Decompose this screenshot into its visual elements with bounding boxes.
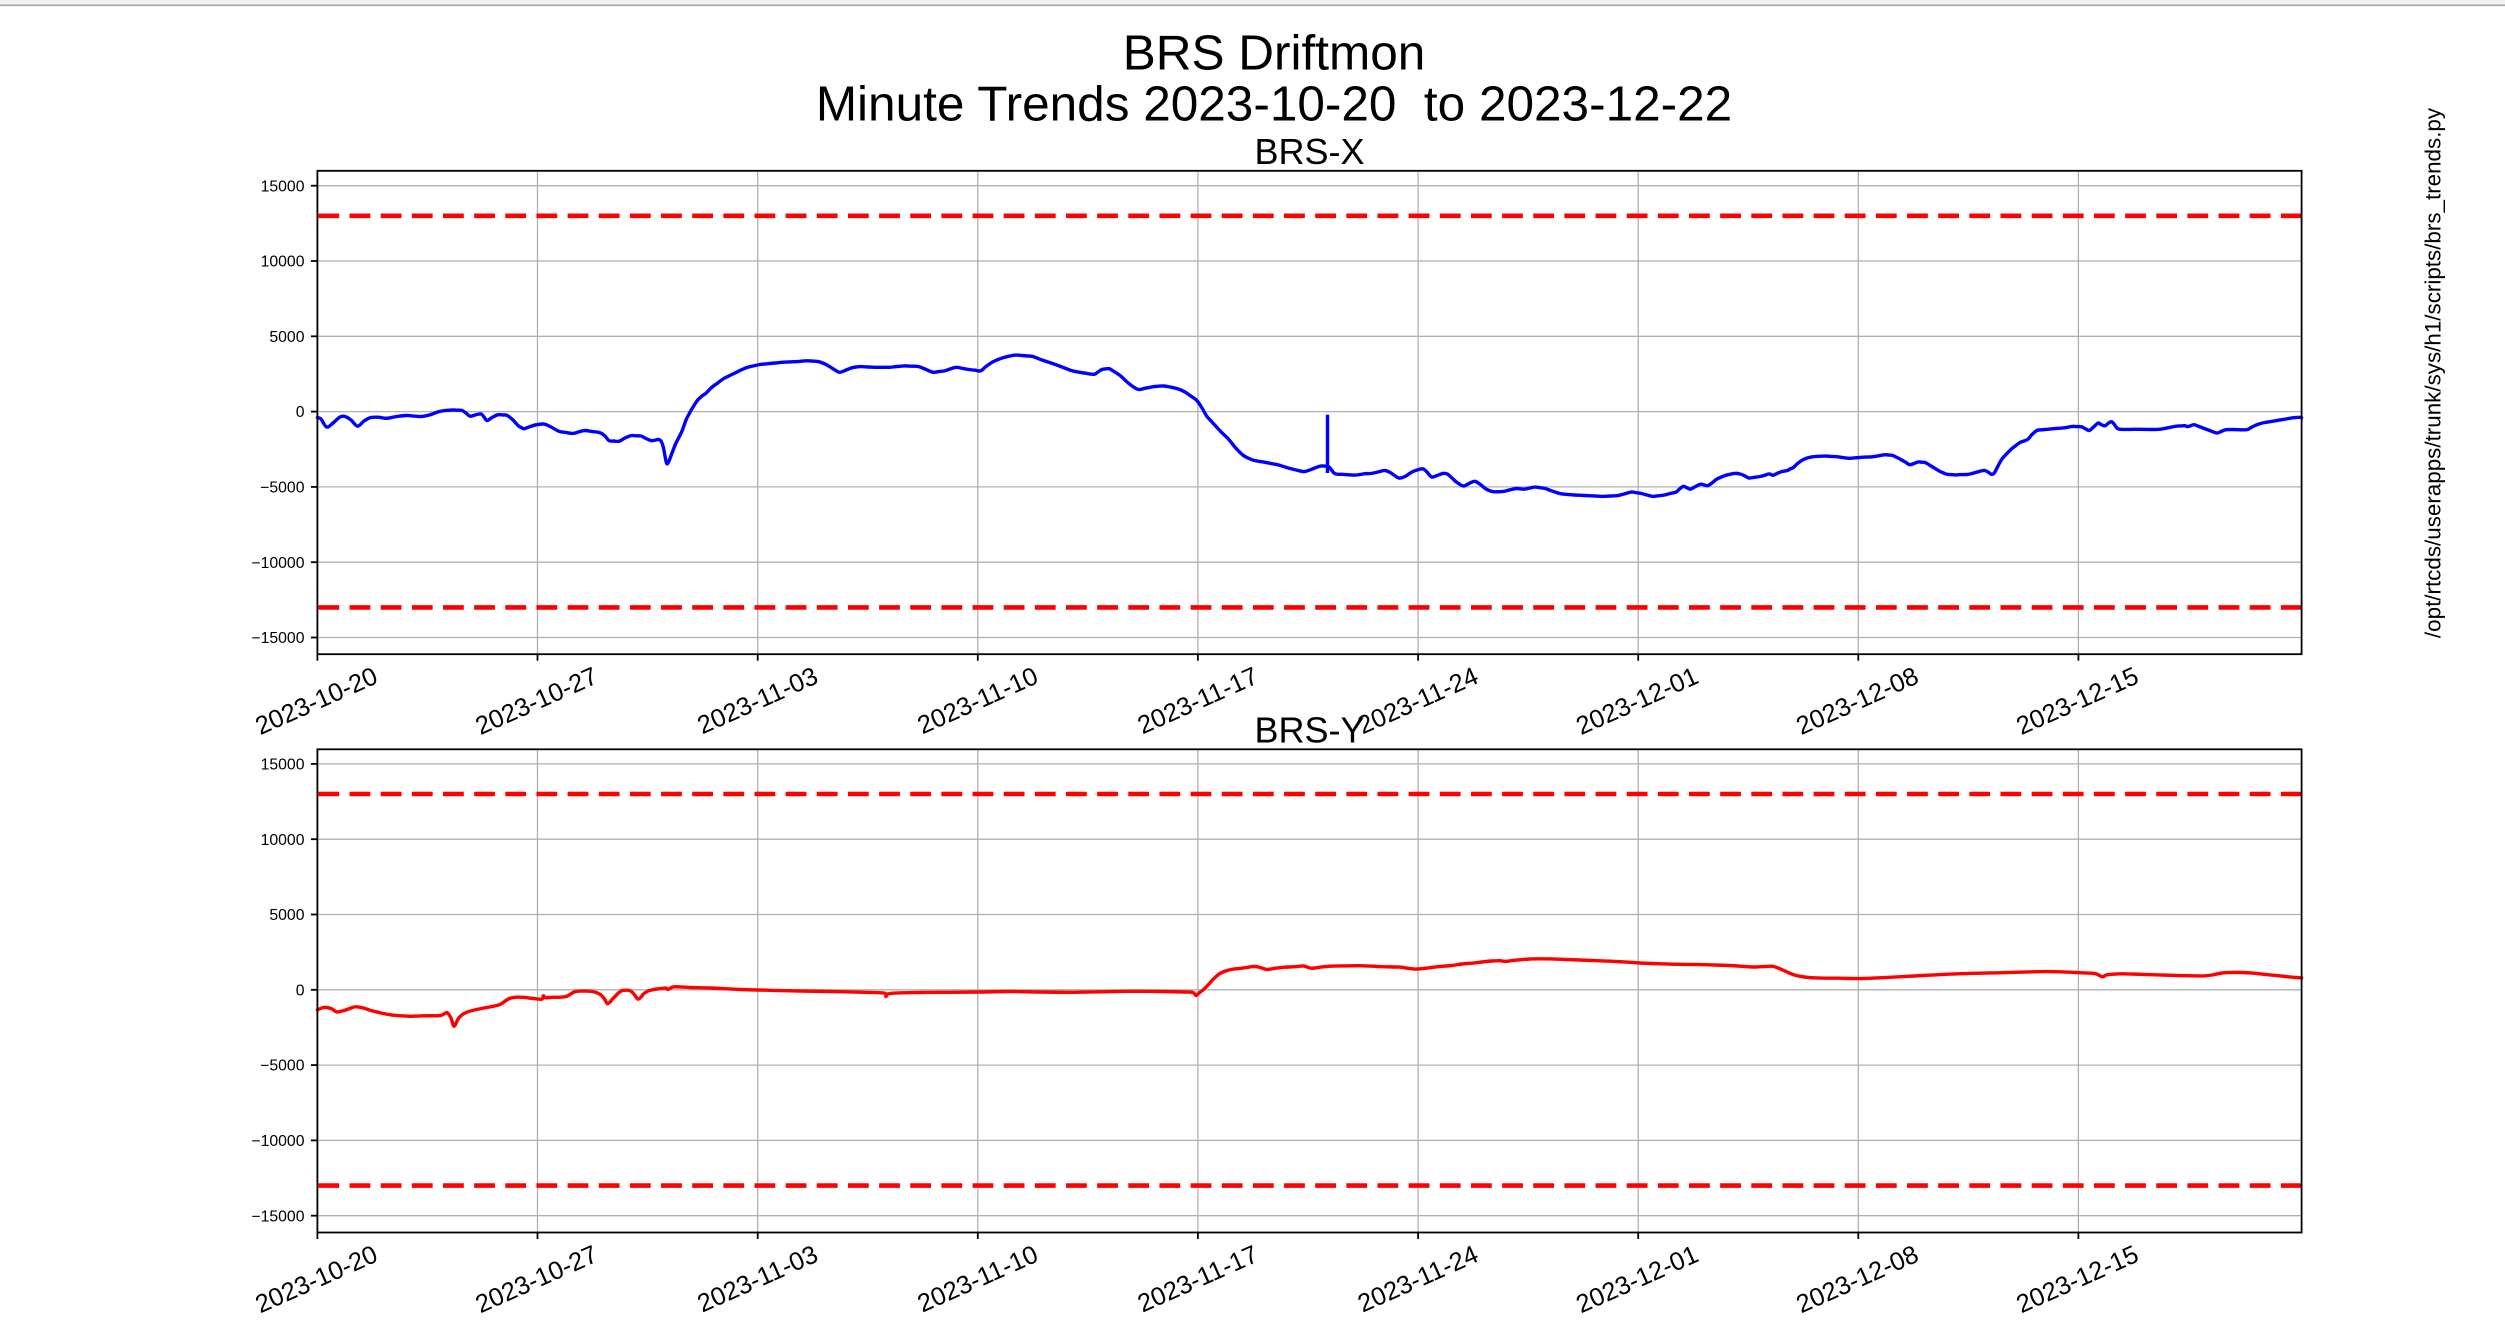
svg-text:5000: 5000 <box>269 329 304 346</box>
svg-text:10000: 10000 <box>261 254 305 271</box>
svg-text:0: 0 <box>296 982 305 999</box>
svg-text:/opt/rtcds/userapps/trunk/sys/: /opt/rtcds/userapps/trunk/sys/h1/scripts… <box>2421 107 2446 638</box>
svg-text:−10000: −10000 <box>251 1133 304 1150</box>
svg-text:5000: 5000 <box>269 907 304 924</box>
svg-text:15000: 15000 <box>261 178 305 195</box>
svg-text:BRS-X: BRS-X <box>1254 131 1364 172</box>
svg-text:10000: 10000 <box>261 832 305 849</box>
svg-text:−15000: −15000 <box>251 630 304 647</box>
svg-text:−10000: −10000 <box>251 555 304 572</box>
svg-text:0: 0 <box>296 404 305 421</box>
svg-text:−15000: −15000 <box>251 1208 304 1225</box>
svg-text:Minute Trends 2023-10-20 to 2: Minute Trends 2023-10-20 to 2023-12-22 <box>816 77 1732 132</box>
svg-text:BRS Driftmon: BRS Driftmon <box>1123 26 1426 81</box>
svg-text:BRS-Y: BRS-Y <box>1254 710 1364 751</box>
svg-text:−5000: −5000 <box>260 480 305 497</box>
svg-text:−5000: −5000 <box>260 1058 305 1075</box>
svg-text:15000: 15000 <box>261 757 305 774</box>
